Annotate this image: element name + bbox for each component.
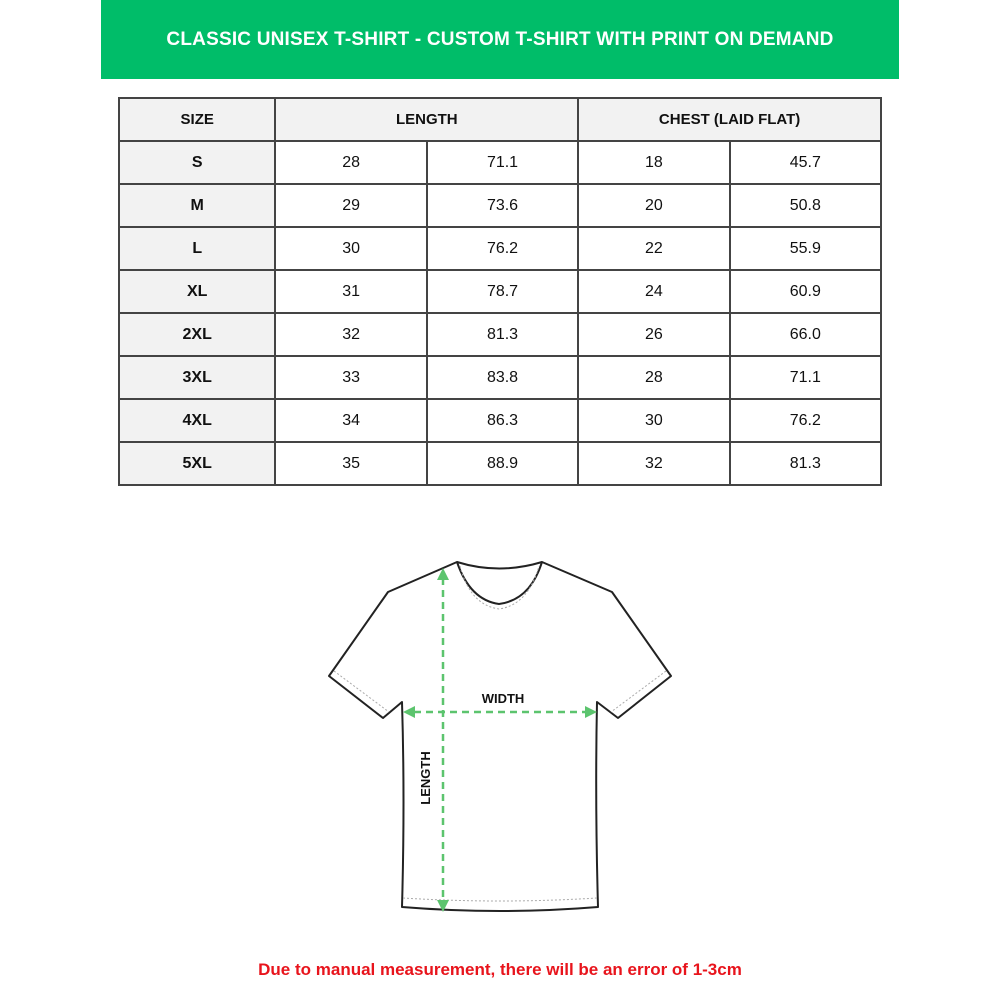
- cell-length-in: 35: [274, 441, 428, 486]
- cell-chest-cm: 66.0: [728, 312, 883, 357]
- cell-length-in: 31: [274, 269, 428, 314]
- cell-chest-in: 22: [577, 226, 731, 271]
- measurement-note: Due to manual measurement, there will be…: [258, 960, 742, 979]
- table-row: 2XL 32 81.3 26 66.0: [117, 312, 883, 357]
- width-label: WIDTH: [482, 691, 525, 706]
- cell-length-in: 34: [274, 398, 428, 443]
- table-row: 3XL 33 83.8 28 71.1: [117, 355, 883, 400]
- cell-chest-cm: 55.9: [728, 226, 883, 271]
- cell-size: 4XL: [117, 398, 277, 443]
- cell-chest-cm: 81.3: [728, 441, 883, 486]
- arrow-head-icon: [403, 706, 415, 718]
- cell-chest-in: 20: [577, 183, 731, 228]
- cell-size: 2XL: [117, 312, 277, 357]
- cell-size: L: [117, 226, 277, 271]
- table-header-row: SIZE LENGTH CHEST (LAID FLAT): [117, 97, 882, 142]
- tshirt-outline: [328, 561, 672, 912]
- cell-length-cm: 73.6: [425, 183, 580, 228]
- cell-length-in: 29: [274, 183, 428, 228]
- cell-chest-cm: 50.8: [728, 183, 883, 228]
- size-chart-table: SIZE LENGTH CHEST (LAID FLAT) S 28 71.1 18 4…: [117, 97, 883, 486]
- table-row: 5XL 35 88.9 32 81.3: [117, 441, 883, 486]
- cell-length-cm: 71.1: [425, 140, 580, 185]
- arrow-head-icon: [585, 706, 597, 718]
- cell-size: XL: [117, 269, 277, 314]
- cell-size: M: [117, 183, 277, 228]
- cell-chest-in: 28: [577, 355, 731, 400]
- cell-chest-in: 24: [577, 269, 731, 314]
- header-chest: CHEST (LAID FLAT): [577, 97, 882, 142]
- table-row: L 30 76.2 22 55.9: [117, 226, 883, 271]
- arrow-head-icon: [437, 900, 449, 912]
- table-row: 4XL 34 86.3 30 76.2: [117, 398, 883, 443]
- cell-length-cm: 88.9: [425, 441, 580, 486]
- arrow-head-icon: [437, 568, 449, 580]
- table-row: XL 31 78.7 24 60.9: [117, 269, 883, 314]
- cell-length-cm: 83.8: [425, 355, 580, 400]
- cell-size: 3XL: [117, 355, 277, 400]
- table-row: M 29 73.6 20 50.8: [117, 183, 883, 228]
- cell-length-in: 33: [274, 355, 428, 400]
- cell-chest-in: 30: [577, 398, 731, 443]
- cell-length-cm: 81.3: [425, 312, 580, 357]
- cell-length-cm: 86.3: [425, 398, 580, 443]
- page-title: CLASSIC UNISEX T-SHIRT - CUSTOM T-SHIRT …: [166, 28, 834, 50]
- cell-length-cm: 76.2: [425, 226, 580, 271]
- cell-size: 5XL: [117, 441, 277, 486]
- cell-size: S: [117, 140, 277, 185]
- cell-length-in: 32: [274, 312, 428, 357]
- cell-length-in: 28: [274, 140, 428, 185]
- cell-chest-cm: 45.7: [728, 140, 883, 185]
- table-row: S 28 71.1 18 45.7: [117, 140, 883, 185]
- title-banner: CLASSIC UNISEX T-SHIRT - CUSTOM T-SHIRT …: [101, 0, 899, 79]
- header-length: LENGTH: [274, 97, 580, 142]
- length-label: LENGTH: [418, 751, 433, 804]
- cell-chest-cm: 60.9: [728, 269, 883, 314]
- cell-length-in: 30: [274, 226, 428, 271]
- cell-chest-cm: 76.2: [728, 398, 883, 443]
- cell-length-cm: 78.7: [425, 269, 580, 314]
- cell-chest-in: 18: [577, 140, 731, 185]
- cell-chest-in: 32: [577, 441, 731, 486]
- cell-chest-cm: 71.1: [728, 355, 883, 400]
- cell-chest-in: 26: [577, 312, 731, 357]
- header-size: SIZE: [117, 97, 277, 142]
